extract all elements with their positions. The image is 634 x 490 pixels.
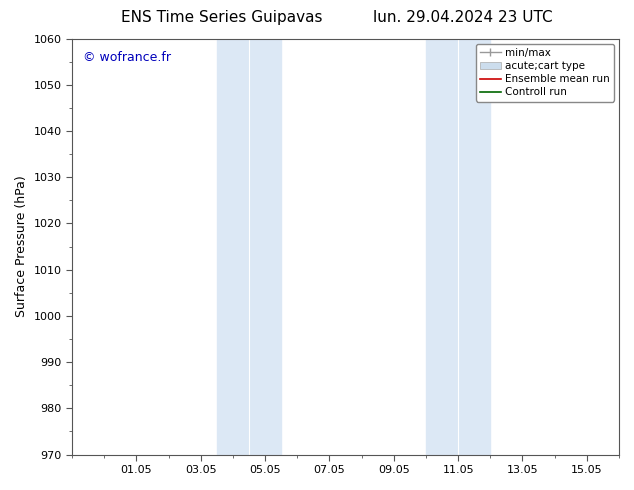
Text: © wofrance.fr: © wofrance.fr <box>83 51 171 64</box>
Text: lun. 29.04.2024 23 UTC: lun. 29.04.2024 23 UTC <box>373 10 553 25</box>
Legend: min/max, acute;cart type, Ensemble mean run, Controll run: min/max, acute;cart type, Ensemble mean … <box>476 44 614 101</box>
Bar <box>426 39 458 455</box>
Y-axis label: Surface Pressure (hPa): Surface Pressure (hPa) <box>15 176 28 318</box>
Bar <box>249 39 281 455</box>
Bar <box>458 39 490 455</box>
Text: ENS Time Series Guipavas: ENS Time Series Guipavas <box>121 10 323 25</box>
Bar <box>217 39 249 455</box>
